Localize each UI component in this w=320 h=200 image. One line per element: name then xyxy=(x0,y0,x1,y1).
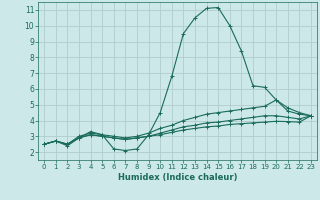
X-axis label: Humidex (Indice chaleur): Humidex (Indice chaleur) xyxy=(118,173,237,182)
